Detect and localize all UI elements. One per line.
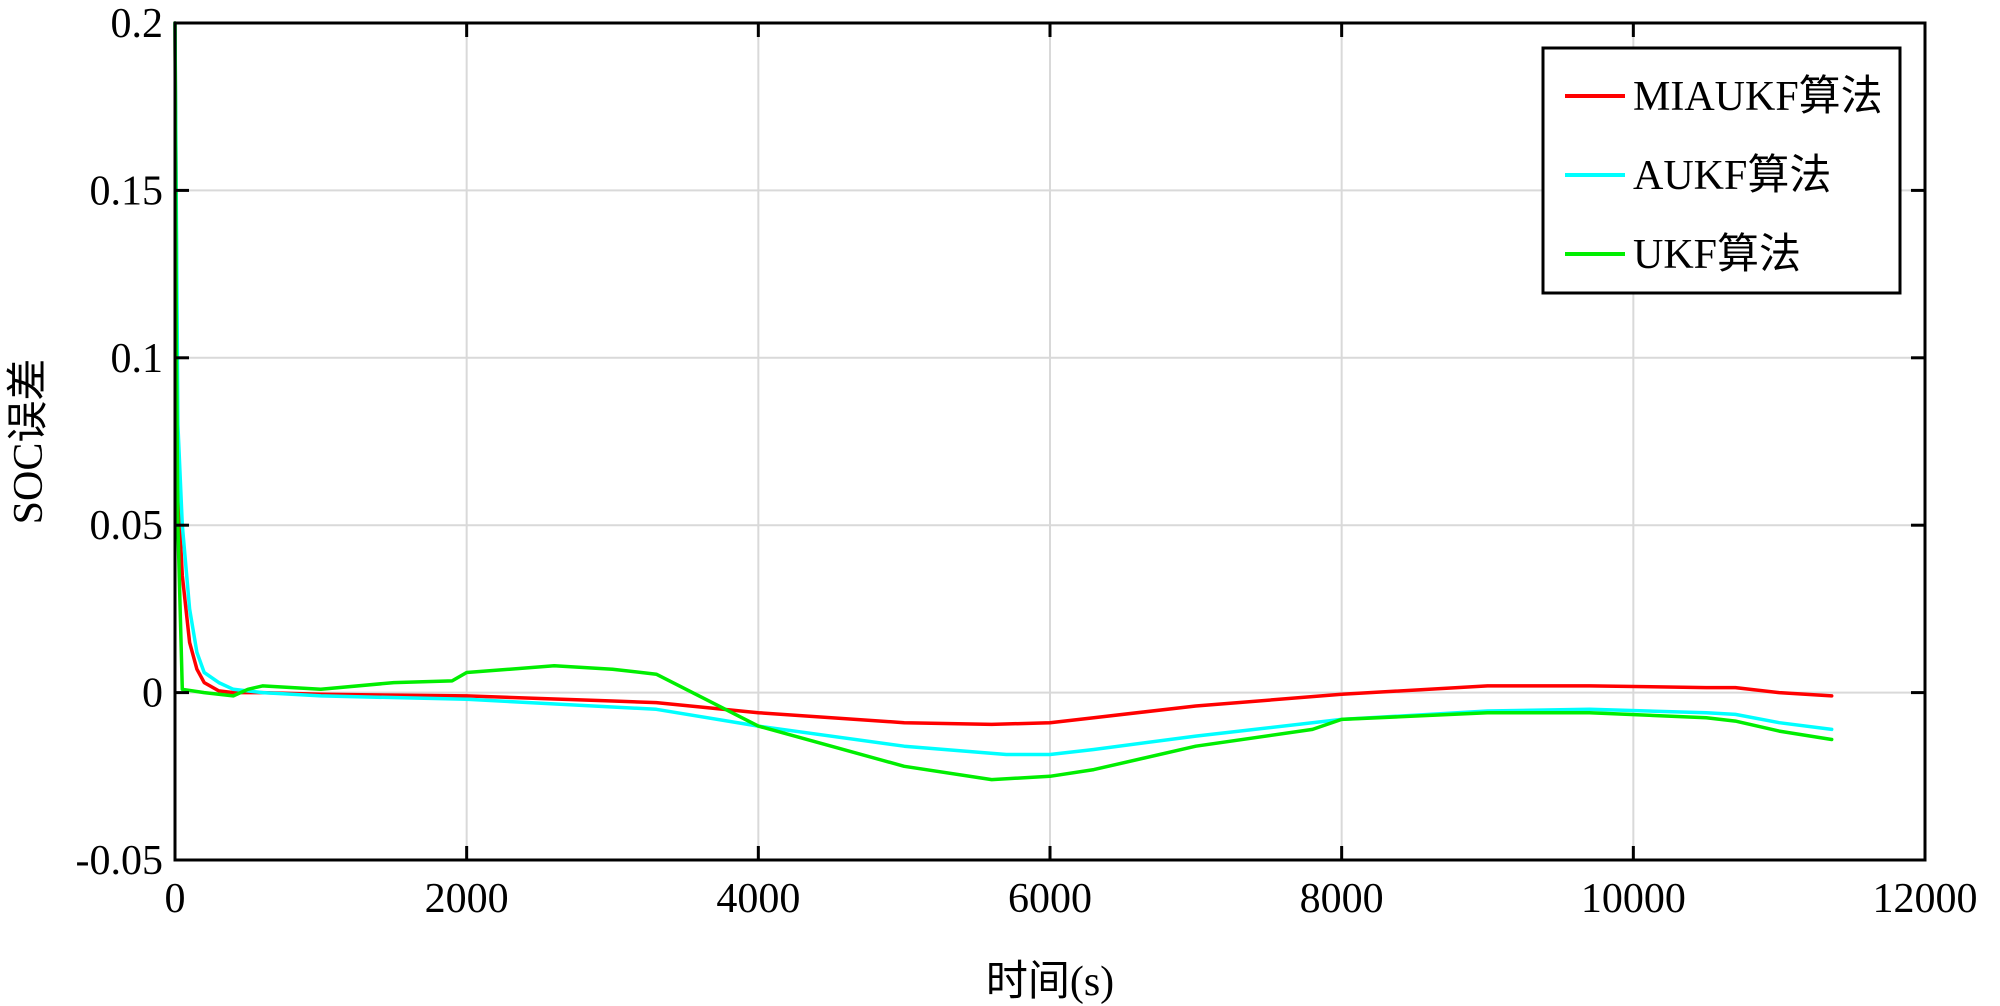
legend-label: MIAUKF算法 xyxy=(1633,74,1883,120)
legend: MIAUKF算法 AUKF算法 UKF算法 xyxy=(1541,46,1902,295)
x-tick-label: 10000 xyxy=(1581,876,1686,922)
x-tick-label: 6000 xyxy=(1008,876,1092,922)
x-tick-label: 8000 xyxy=(1300,876,1384,922)
legend-label: UKF算法 xyxy=(1633,232,1801,278)
series-line-2 xyxy=(173,21,1834,782)
x-axis-label: 时间(s) xyxy=(986,959,1114,1005)
series-line-0 xyxy=(173,21,1834,727)
legend-label: AUKF算法 xyxy=(1633,153,1831,199)
y-tick-label: 0.15 xyxy=(90,168,164,214)
tick-labels: 0 2000 4000 6000 8000 10000 12000-0.0500.050.1… xyxy=(76,1,1978,922)
y-axis-label: SOC误差 xyxy=(6,359,52,525)
x-tick-label: 0 xyxy=(165,876,186,922)
y-tick-label: -0.05 xyxy=(76,838,164,884)
series-lines xyxy=(173,21,1834,782)
y-tick-label: 0.2 xyxy=(111,1,164,47)
y-tick-label: 0.05 xyxy=(90,503,164,549)
y-tick-label: 0.1 xyxy=(111,336,164,382)
x-tick-label: 12000 xyxy=(1873,876,1978,922)
axis-ticks xyxy=(173,21,1927,862)
y-tick-label: 0 xyxy=(142,671,163,717)
x-tick-label: 4000 xyxy=(716,876,800,922)
x-tick-label: 2000 xyxy=(425,876,509,922)
